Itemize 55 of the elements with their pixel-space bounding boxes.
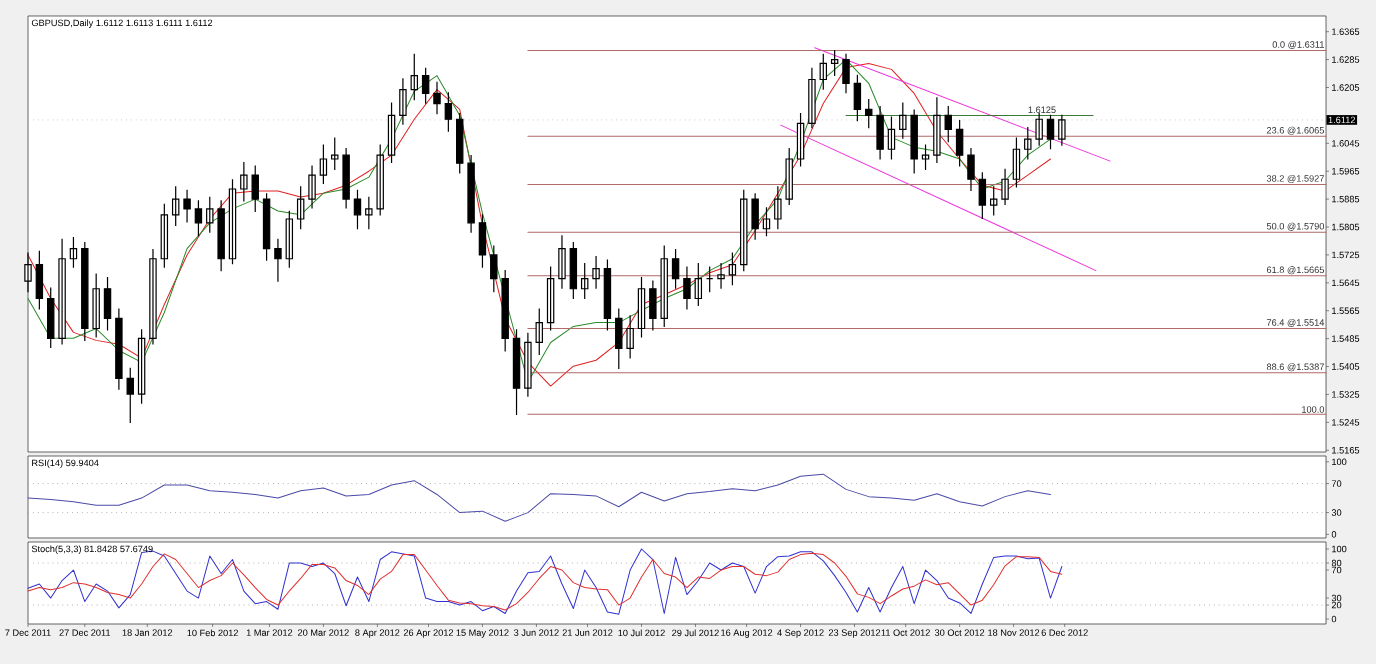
candlestick <box>717 263 725 289</box>
candlestick <box>160 203 169 268</box>
candlestick <box>853 74 862 122</box>
candlestick <box>603 259 612 331</box>
candlestick <box>194 200 203 237</box>
candlestick <box>842 53 850 94</box>
candlestick <box>183 189 191 223</box>
candlestick <box>58 238 66 345</box>
candlestick <box>1001 168 1009 205</box>
candlestick <box>592 256 600 289</box>
candlestick <box>728 252 737 286</box>
candlestick <box>671 249 680 289</box>
candlestick <box>580 263 589 300</box>
candlestick <box>47 287 55 348</box>
candlestick <box>262 193 271 261</box>
candlestick <box>819 53 828 90</box>
candlestick <box>149 249 157 345</box>
candlestick <box>1012 137 1021 188</box>
candlestick <box>808 67 816 129</box>
line-series <box>27 473 1052 522</box>
candlestick <box>35 250 44 310</box>
candlestick <box>387 102 396 164</box>
candlestick <box>978 172 987 219</box>
candlestick <box>830 49 839 76</box>
candlestick <box>683 266 691 310</box>
candlestick <box>410 53 418 101</box>
candlestick <box>921 144 930 171</box>
candlestick <box>955 120 964 167</box>
candlestick <box>887 116 896 160</box>
candlestick <box>1058 114 1066 146</box>
candlestick <box>433 81 441 115</box>
candlestick <box>546 266 555 331</box>
candlestick <box>1046 114 1055 150</box>
candlestick <box>399 78 407 125</box>
candlestick <box>967 147 975 191</box>
candlestick <box>353 189 362 230</box>
candlestick <box>796 113 805 167</box>
candlestick <box>478 214 487 268</box>
candlestick <box>319 144 328 185</box>
candlestick <box>274 238 282 282</box>
candlestick <box>637 277 646 338</box>
candlestick <box>512 329 521 415</box>
candlestick <box>296 186 305 230</box>
candlestick <box>308 165 316 209</box>
candlestick <box>705 266 714 293</box>
candlestick <box>694 263 703 307</box>
candlestick <box>103 277 112 331</box>
candlestick <box>558 235 566 289</box>
candlestick <box>989 186 998 216</box>
candlestick <box>285 210 294 268</box>
candlestick <box>421 67 430 104</box>
candlestick <box>69 236 78 268</box>
candlestick <box>171 186 180 226</box>
candlestick <box>762 207 771 237</box>
candlestick <box>444 92 453 132</box>
